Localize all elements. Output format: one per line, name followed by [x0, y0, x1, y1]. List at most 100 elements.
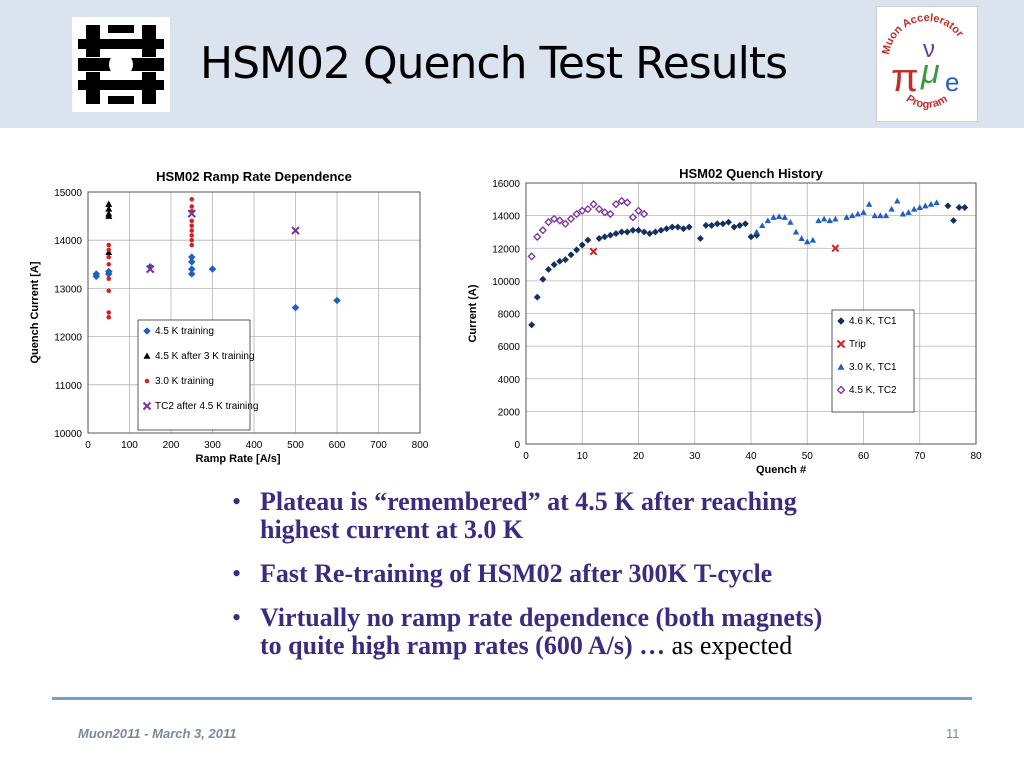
quench-history-chart: HSM02 Quench History02000400060008000100… — [456, 160, 990, 480]
history-data-point — [854, 210, 862, 217]
history-data-point — [606, 231, 614, 239]
history-data-point — [832, 215, 839, 222]
history-data-point — [618, 228, 626, 236]
ramp-data-point — [291, 303, 300, 312]
history-data-point — [865, 201, 873, 207]
history-x-tick-label: 80 — [970, 451, 982, 462]
bullet-item: • Plateau is “remembered” at 4.5 K after… — [232, 488, 932, 544]
history-data-point — [561, 256, 569, 264]
ramp-x-tick-label: 100 — [121, 440, 138, 451]
ramp-rate-chart: HSM02 Ramp Rate Dependence 10000 11000 1200… — [16, 160, 436, 480]
history-y-tick-label: 16000 — [492, 179, 520, 190]
history-data-point — [595, 204, 604, 214]
ramp-legend-marker — [143, 327, 151, 335]
ramp-y-axis-label: Quench Current [A] — [29, 261, 41, 363]
ramp-y-tick-label: 10000 — [54, 429, 82, 440]
history-data-point — [804, 238, 811, 245]
pi-glyph-icon: π — [891, 56, 919, 100]
bullet-item: • Virtually no ramp rate dependence (bot… — [232, 604, 932, 660]
ramp-data-point — [105, 210, 113, 217]
ramp-y-tick-label: 14000 — [54, 236, 82, 247]
bullet-item: • Fast Re-training of HSM02 after 300K T… — [232, 560, 932, 588]
ramp-data-point — [189, 233, 195, 238]
slide-title: HSM02 Quench Test Results — [200, 38, 788, 89]
history-data-point — [815, 217, 822, 224]
history-data-point — [550, 214, 559, 224]
history-series-0 — [528, 202, 969, 329]
ramp-data-point — [291, 226, 300, 235]
map-logo-bottom-text: Program — [904, 93, 950, 111]
ramp-legend-box — [137, 319, 251, 431]
history-data-point — [528, 321, 536, 329]
history-data-point — [623, 198, 632, 207]
ramp-series-0 — [92, 253, 341, 312]
history-legend-label: Trip — [849, 339, 866, 350]
ramp-y-tick-label: 11000 — [55, 381, 83, 392]
ramp-data-point — [105, 205, 113, 212]
history-legend: 4.6 K, TC1 Trip 3.0 K, TC1 4.5 K, TC2 — [831, 309, 915, 413]
muon-accelerator-program-logo: Muon Accelerator π μ ν e Program — [876, 6, 978, 122]
history-data-point — [775, 213, 783, 220]
ramp-data-point — [189, 196, 195, 202]
history-data-point — [702, 221, 710, 229]
history-data-point — [792, 228, 800, 235]
history-x-tick-label: 40 — [745, 451, 757, 462]
bullet-dot-icon: • — [232, 559, 242, 588]
history-data-point — [905, 209, 912, 215]
ramp-legend-label: TC2 after 4.5 K training — [155, 401, 258, 412]
history-legend-marker — [836, 339, 846, 349]
history-x-tick-label: 50 — [802, 451, 814, 462]
history-data-point — [888, 205, 895, 212]
history-data-point — [663, 225, 671, 233]
history-data-point — [566, 214, 576, 224]
ramp-x-tick-label: 200 — [163, 440, 180, 451]
ramp-data-point — [106, 310, 112, 315]
history-data-point — [668, 223, 676, 231]
history-x-axis-label: Quench # — [756, 464, 806, 476]
footer-event-date: Muon2011 - March 3, 2011 — [78, 726, 237, 741]
history-legend-marker — [837, 317, 845, 325]
history-data-point — [708, 221, 716, 229]
history-data-point — [617, 196, 626, 206]
ramp-data-point — [92, 270, 101, 278]
history-data-point — [651, 228, 659, 236]
ramp-x-tick-label: 500 — [287, 440, 304, 451]
history-data-point — [944, 202, 952, 210]
history-data-point — [589, 247, 598, 256]
history-data-point — [600, 208, 609, 217]
bullet-list: • Plateau is “remembered” at 4.5 K after… — [232, 488, 932, 676]
bullet-line: highest current at 3.0 K — [260, 515, 524, 544]
ramp-data-point — [189, 228, 195, 233]
history-data-point — [831, 244, 840, 253]
bullet-line: Plateau is “remembered” at 4.5 K after r… — [260, 487, 797, 516]
history-series-2 — [753, 197, 940, 245]
history-data-point — [741, 220, 749, 228]
history-y-tick-label: 2000 — [498, 407, 521, 418]
history-data-point — [555, 216, 564, 225]
history-data-point — [798, 235, 805, 242]
history-y-axis-label: Current (A) — [467, 284, 479, 342]
history-data-point — [736, 221, 744, 229]
ramp-data-point — [106, 288, 112, 294]
history-data-point — [713, 220, 721, 228]
ramp-data-point — [146, 264, 155, 274]
ramp-series-2 — [106, 196, 195, 320]
history-data-point — [572, 209, 581, 219]
history-data-point — [628, 213, 637, 222]
ramp-data-point — [106, 315, 112, 320]
ramp-data-point — [333, 296, 341, 305]
header-band — [0, 0, 1024, 128]
history-y-tick-label: 4000 — [498, 375, 521, 386]
history-data-point — [820, 215, 828, 222]
history-y-tick-label: 12000 — [492, 244, 520, 255]
ramp-data-point — [187, 258, 196, 266]
history-data-point — [764, 217, 772, 224]
history-data-point — [544, 265, 553, 274]
page-number: 11 — [946, 726, 960, 741]
history-data-point — [955, 203, 963, 212]
ramp-x-tick-label: 300 — [204, 440, 221, 451]
history-legend-marker — [837, 363, 845, 370]
ramp-series-1 — [105, 200, 113, 256]
history-data-point — [606, 209, 615, 219]
ramp-data-point — [106, 254, 112, 260]
